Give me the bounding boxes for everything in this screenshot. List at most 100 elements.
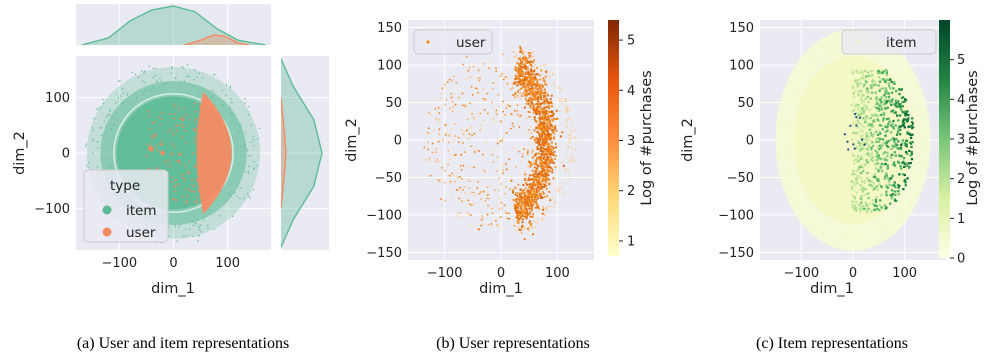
- item-point: [892, 109, 895, 112]
- item-point: [863, 143, 866, 146]
- user-point: [521, 82, 525, 85]
- user-point: [428, 159, 431, 161]
- user-point: [524, 228, 526, 230]
- item-point: [859, 205, 863, 208]
- user-point: [540, 174, 544, 177]
- item-point: [852, 117, 855, 120]
- item-point: [921, 134, 923, 136]
- user-point: [526, 193, 530, 196]
- user-point: [552, 161, 556, 165]
- item-point: [909, 201, 911, 204]
- user-point: [482, 217, 484, 219]
- user-point: [177, 124, 179, 127]
- user-point: [457, 96, 460, 99]
- user-point: [529, 225, 531, 227]
- user-point: [561, 101, 563, 104]
- user-point: [532, 88, 535, 91]
- item-point: [872, 135, 875, 138]
- user-point: [550, 94, 553, 97]
- item-point: [902, 119, 905, 122]
- item-point: [171, 66, 174, 68]
- item-point: [894, 124, 897, 127]
- user-point: [539, 181, 542, 185]
- item-point: [881, 71, 885, 74]
- item-point: [858, 166, 861, 169]
- user-point: [196, 125, 199, 128]
- user-point: [538, 176, 541, 180]
- user-point: [526, 84, 529, 87]
- user-point: [558, 100, 561, 102]
- item-point: [832, 39, 835, 42]
- user-point: [549, 199, 552, 202]
- user-plot-x-tick-label: −100: [427, 266, 463, 281]
- user-point: [550, 141, 553, 144]
- item-point: [795, 201, 797, 203]
- user-point: [568, 108, 571, 111]
- item-point: [893, 190, 896, 193]
- item-point: [903, 165, 906, 169]
- item-point: [897, 186, 900, 189]
- item-point: [237, 124, 240, 126]
- user-point: [558, 87, 560, 89]
- user-point: [532, 115, 534, 118]
- user-point: [557, 97, 559, 100]
- user-point: [486, 92, 489, 95]
- user-point: [192, 129, 195, 132]
- user-point: [537, 156, 540, 159]
- user-point: [529, 125, 531, 128]
- user-point: [505, 212, 508, 214]
- user-point: [424, 158, 427, 161]
- item-point: [893, 140, 896, 143]
- item-point: [861, 76, 864, 79]
- user-point: [529, 163, 532, 166]
- user-point: [438, 128, 441, 131]
- item-point: [195, 223, 197, 225]
- item-point: [776, 138, 779, 141]
- item-point: [845, 242, 848, 244]
- item-point: [921, 111, 923, 114]
- legend-user-marker: [426, 40, 430, 44]
- item-point: [148, 65, 150, 67]
- item-point: [908, 149, 911, 153]
- item-point: [900, 109, 903, 112]
- user-point: [159, 124, 162, 126]
- user-point: [494, 219, 497, 222]
- item-point: [878, 183, 881, 186]
- item-point: [902, 96, 905, 99]
- item-point: [851, 87, 854, 90]
- user-point: [454, 103, 457, 106]
- item-point: [894, 104, 897, 107]
- user-point: [444, 133, 447, 136]
- colorbar-tick-label: 1: [627, 234, 635, 249]
- item-point: [852, 154, 855, 157]
- user-point: [460, 153, 463, 156]
- item-point: [196, 235, 199, 237]
- item-point: [252, 167, 255, 169]
- user-point: [546, 135, 549, 139]
- user-point: [182, 195, 185, 198]
- item-point: [786, 95, 788, 97]
- user-point: [181, 116, 184, 119]
- user-point: [534, 206, 538, 209]
- item-point: [861, 205, 864, 208]
- item-point: [890, 197, 893, 200]
- user-point: [547, 104, 551, 107]
- user-point: [461, 129, 464, 131]
- item-point: [231, 215, 234, 218]
- user-point: [187, 169, 190, 172]
- item-point: [880, 124, 883, 127]
- user-point: [167, 130, 169, 133]
- item-point: [867, 197, 870, 200]
- item-point: [121, 88, 124, 90]
- colorbar-tick-label: 4: [627, 84, 635, 99]
- user-point: [535, 141, 538, 144]
- user-point: [547, 174, 550, 177]
- item-point: [876, 185, 879, 188]
- user-point: [174, 189, 177, 192]
- item-point: [862, 74, 865, 77]
- user-point: [472, 191, 475, 194]
- user-point: [540, 156, 543, 159]
- user-point: [530, 78, 533, 81]
- user-point: [565, 97, 567, 100]
